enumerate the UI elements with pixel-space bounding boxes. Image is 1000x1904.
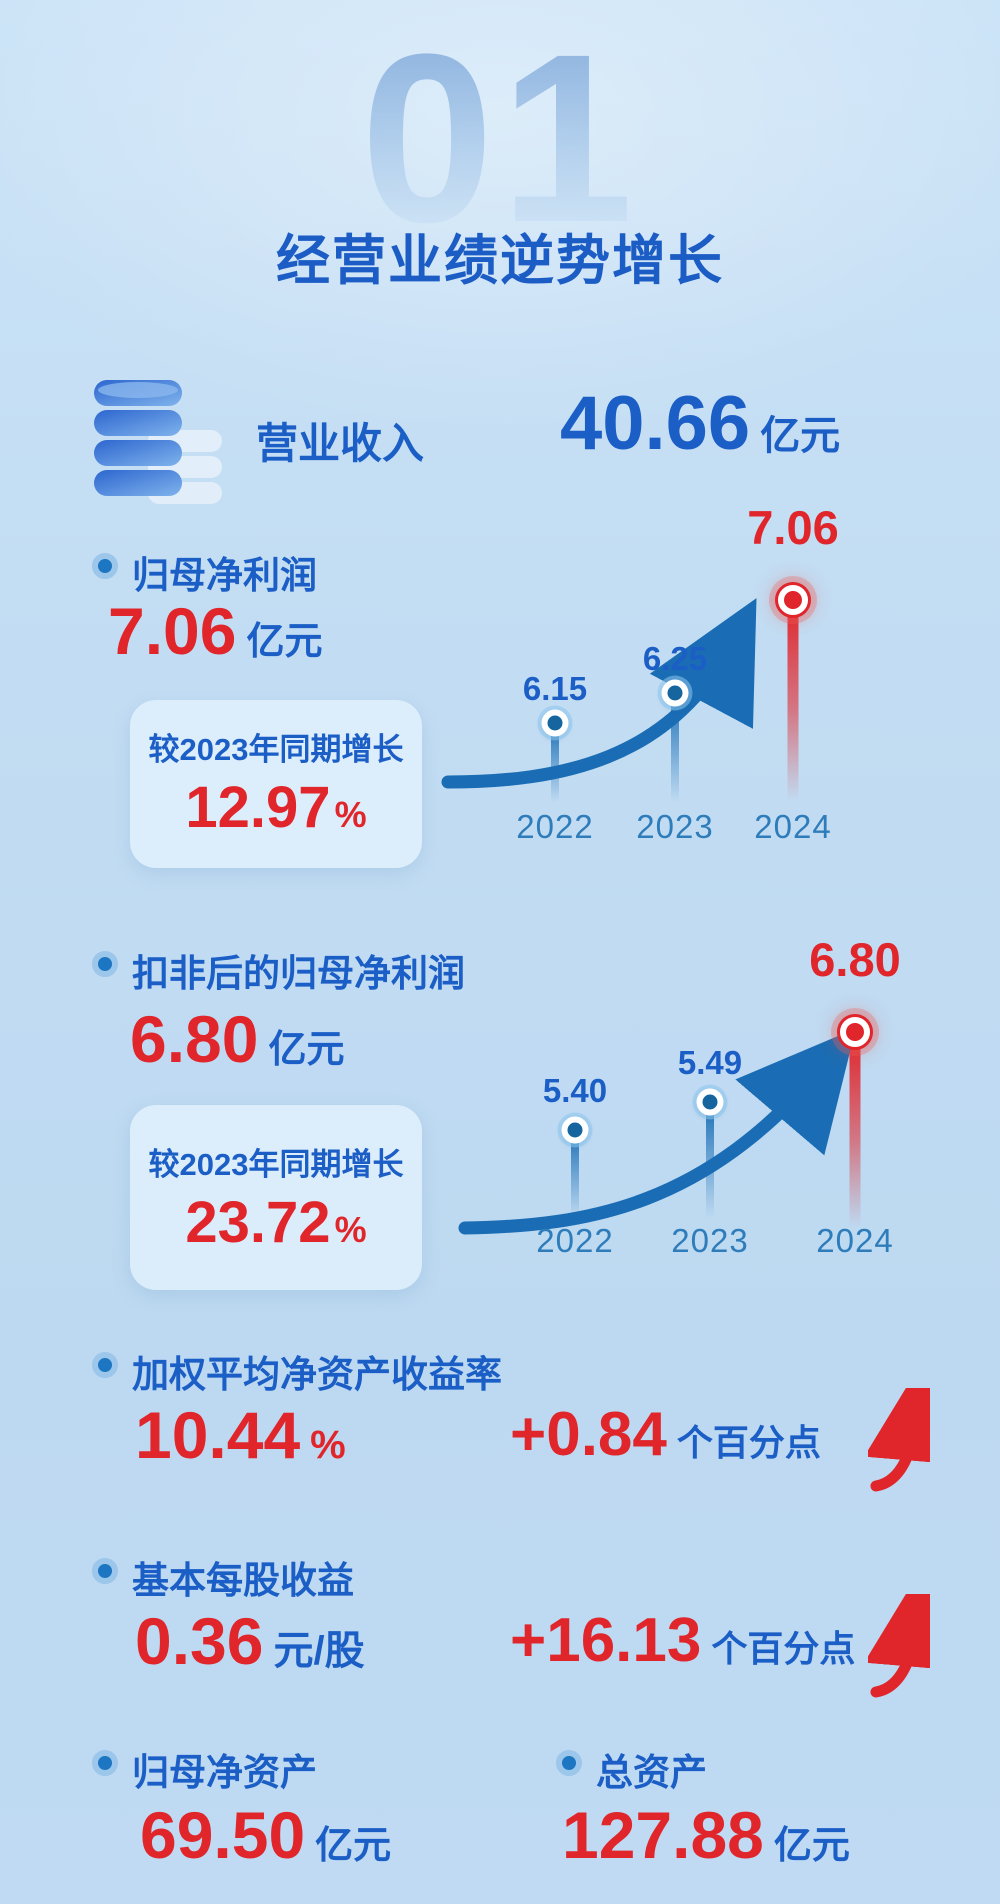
x-axis-label: 2023 — [671, 1222, 749, 1259]
growth-unit: % — [334, 794, 367, 835]
up-trend-arrow-icon — [868, 1594, 930, 1698]
trend-arrow-curve — [441, 598, 757, 789]
net-profit-label: 归母净利润 — [132, 555, 317, 596]
data-point-label: 6.15 — [522, 670, 588, 707]
bullet-icon — [92, 951, 118, 977]
net-profit-value-row: 7.06 亿元 — [108, 598, 322, 665]
eps-delta-unit: 个百分点 — [711, 1628, 856, 1669]
roe-label: 加权平均净资产收益率 — [132, 1354, 502, 1395]
bullet-icon — [556, 1750, 582, 1776]
data-point-marker — [661, 679, 689, 707]
total-assets-unit: 亿元 — [773, 1825, 850, 1867]
roe-unit: % — [310, 1423, 346, 1467]
net-profit-trend-chart: 6.15 6.25 7.06 2022 2023 2024 — [430, 430, 950, 850]
revenue-unit: 亿元 — [760, 414, 841, 458]
eps-value: 0.36 — [135, 1604, 264, 1678]
roe-delta-unit: 个百分点 — [676, 1422, 821, 1463]
revenue-value: 40.66 — [560, 381, 751, 466]
x-axis-label: 2024 — [816, 1222, 894, 1259]
trend-arrow-curve — [458, 1028, 856, 1235]
total-assets-label: 总资产 — [596, 1752, 707, 1793]
deducted-net-profit-label: 扣非后的归母净利润 — [132, 953, 465, 994]
x-axis-label: 2024 — [754, 808, 832, 845]
data-point-label: 6.25 — [642, 640, 708, 677]
chart-stem — [551, 723, 559, 803]
deducted-net-profit-value: 6.80 — [130, 1002, 259, 1076]
chart-stem — [671, 693, 679, 803]
eps-value-row: 0.36 元/股 — [135, 1608, 365, 1676]
total-assets-value-row: 127.88 亿元 — [562, 1802, 850, 1869]
up-trend-arrow-icon — [868, 1388, 930, 1492]
deducted-net-profit-unit: 亿元 — [268, 1029, 345, 1071]
chart-stem — [571, 1130, 579, 1218]
revenue-value-row: 40.66 亿元 — [560, 386, 840, 462]
data-point-marker-highlight — [837, 1014, 873, 1050]
eps-delta-value: +16.13 — [510, 1606, 702, 1675]
data-point-marker — [541, 709, 569, 737]
net-profit-unit: 亿元 — [246, 621, 323, 663]
roe-value: 10.44 — [135, 1398, 301, 1472]
net-assets-label: 归母净资产 — [132, 1752, 317, 1793]
roe-delta-row: +0.84 个百分点 — [510, 1404, 821, 1466]
net-assets-value-row: 69.50 亿元 — [140, 1802, 391, 1869]
eps-delta-row: +16.13 个百分点 — [510, 1610, 855, 1672]
section-number-watermark: 01 — [360, 4, 640, 272]
roe-delta-value: +0.84 — [510, 1400, 667, 1469]
growth-unit: % — [334, 1209, 367, 1250]
data-point-label-highlight: 6.80 — [809, 933, 901, 986]
roe-value-row: 10.44 % — [135, 1402, 346, 1468]
bullet-icon — [92, 1558, 118, 1584]
chart-stem-highlight — [787, 600, 799, 802]
bullet-icon — [92, 1750, 118, 1776]
x-axis-label: 2022 — [516, 808, 594, 845]
data-point-marker — [696, 1088, 724, 1116]
growth-caption: 较2023年同期增长 — [148, 1147, 404, 1182]
deducted-net-profit-growth-box: 较2023年同期增长 23.72 % — [130, 1105, 422, 1290]
eps-label: 基本每股收益 — [132, 1560, 354, 1601]
net-profit-growth-box: 较2023年同期增长 12.97 % — [130, 700, 422, 868]
data-point-label: 5.40 — [542, 1072, 608, 1109]
bullet-icon — [92, 553, 118, 579]
total-assets-value: 127.88 — [562, 1798, 764, 1872]
growth-caption: 较2023年同期增长 — [148, 732, 404, 767]
revenue-label: 营业收入 — [256, 420, 425, 467]
x-axis-label: 2022 — [536, 1222, 614, 1259]
data-point-marker-highlight — [775, 582, 811, 618]
net-profit-value: 7.06 — [108, 594, 237, 668]
deducted-net-profit-trend-chart: 5.40 5.49 6.80 2022 2023 2024 — [430, 870, 950, 1290]
growth-value: 23.72 — [185, 1190, 331, 1255]
data-point-label: 5.49 — [677, 1044, 743, 1081]
data-point-label-highlight: 7.06 — [747, 501, 839, 554]
deducted-net-profit-value-row: 6.80 亿元 — [130, 1006, 344, 1073]
page-title: 经营业绩逆势增长 — [276, 231, 724, 291]
coins-stack-icon — [94, 380, 222, 504]
data-point-marker — [561, 1116, 589, 1144]
eps-unit: 元/股 — [273, 1629, 365, 1673]
x-axis-label: 2023 — [636, 808, 714, 845]
net-assets-value: 69.50 — [140, 1798, 306, 1872]
bullet-icon — [92, 1352, 118, 1378]
growth-value: 12.97 — [185, 775, 331, 840]
net-assets-unit: 亿元 — [315, 1825, 392, 1867]
